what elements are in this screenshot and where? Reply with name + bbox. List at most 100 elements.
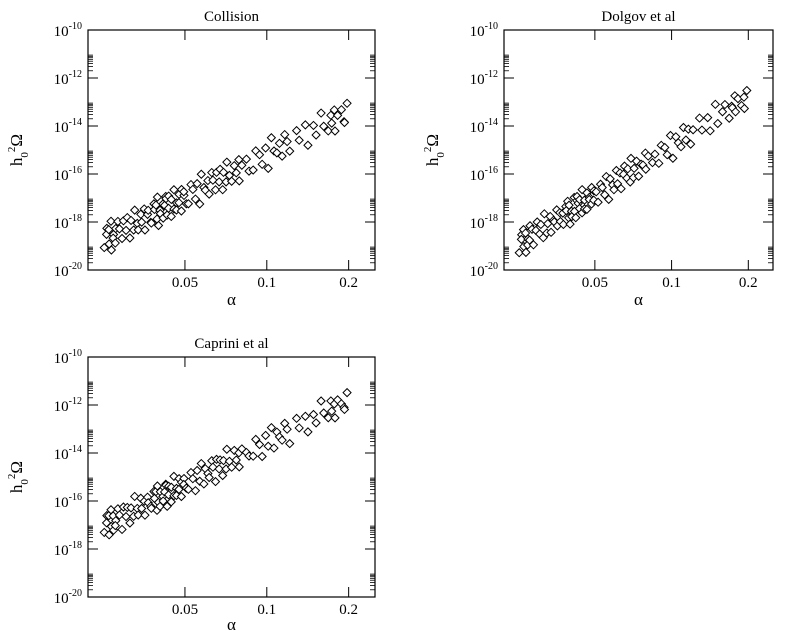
data-point	[546, 227, 556, 238]
data-point	[166, 211, 176, 222]
y-axis-label-sub: 0	[435, 152, 447, 158]
data-point	[158, 496, 168, 506]
data-point	[166, 497, 176, 507]
y-tick-exponent: -18	[69, 540, 82, 551]
x-tick-label: 0.1	[257, 602, 276, 618]
data-point	[319, 408, 329, 418]
data-point	[146, 218, 157, 228]
chart-title: Collision	[204, 9, 260, 25]
y-axis-label-base: h	[7, 484, 26, 493]
y-tick-label: 10-14	[54, 444, 82, 463]
y-axis-label: h02Ω	[422, 134, 447, 166]
data-point	[195, 476, 205, 486]
data-point	[214, 464, 224, 474]
data-point	[303, 140, 313, 150]
data-point	[142, 209, 153, 220]
y-tick-exponent: -10	[69, 21, 82, 32]
y-tick-base: 10	[54, 495, 69, 511]
data-point	[190, 194, 201, 204]
data-point	[717, 107, 728, 117]
data-point	[125, 518, 135, 528]
y-tick-label: 10-16	[54, 165, 82, 184]
data-point	[528, 240, 539, 250]
data-point	[633, 171, 644, 181]
data-point	[129, 205, 140, 215]
data-point	[269, 443, 279, 453]
y-axis-label-base: h	[423, 157, 442, 166]
y-tick-base: 10	[470, 120, 485, 136]
data-point	[730, 107, 741, 117]
data-point	[110, 520, 120, 531]
data-point	[106, 245, 117, 255]
data-point	[126, 215, 136, 226]
data-point	[204, 472, 214, 483]
data-point	[106, 216, 116, 226]
y-tick-label: 10-10	[54, 21, 82, 40]
y-tick-exponent: -14	[69, 444, 82, 455]
y-tick-base: 10	[470, 168, 485, 184]
y-tick-exponent: -16	[69, 492, 82, 503]
data-point	[514, 248, 524, 258]
y-tick-exponent: -12	[69, 396, 82, 407]
data-point	[234, 462, 244, 472]
y-tick-base: 10	[54, 264, 69, 280]
data-point	[218, 167, 229, 178]
data-point	[705, 126, 715, 136]
data-point	[676, 142, 686, 152]
data-point	[713, 118, 723, 129]
data-point	[218, 455, 229, 466]
data-point	[539, 209, 550, 219]
data-point	[136, 217, 147, 227]
data-point	[342, 98, 352, 108]
y-tick-label: 10-14	[470, 117, 498, 136]
y-tick-base: 10	[54, 168, 69, 184]
data-point	[742, 85, 752, 96]
data-point	[604, 194, 614, 205]
data-point	[210, 185, 221, 195]
data-point	[210, 476, 221, 487]
plot-frame	[87, 356, 376, 598]
data-point	[720, 99, 730, 110]
data-point	[332, 110, 343, 121]
data-point	[241, 154, 252, 164]
data-point	[660, 142, 670, 153]
data-point	[214, 177, 224, 187]
data-point	[291, 125, 302, 136]
y-tick-base: 10	[54, 591, 69, 607]
x-tick-label: 0.05	[172, 602, 198, 618]
data-point	[237, 160, 247, 170]
data-point	[681, 135, 691, 145]
data-point	[703, 112, 713, 123]
y-tick-label: 10-10	[54, 348, 82, 367]
data-point	[591, 187, 601, 197]
data-point	[234, 176, 244, 186]
data-point	[169, 185, 179, 195]
data-point	[285, 146, 295, 156]
data-point	[110, 238, 120, 248]
chart-title: Caprini et al	[194, 336, 268, 352]
data-point	[291, 413, 302, 424]
plot-frame	[503, 29, 774, 271]
data-point	[339, 117, 350, 128]
data-point	[282, 136, 292, 147]
data-point	[739, 103, 750, 114]
data-point	[126, 503, 136, 513]
y-axis-label-sub: 0	[19, 479, 31, 485]
y-axis-label: h02Ω	[6, 461, 31, 493]
data-point	[694, 113, 705, 123]
y-tick-exponent: -12	[69, 69, 82, 80]
data-point	[229, 160, 239, 171]
data-point	[516, 234, 527, 245]
data-point	[300, 120, 311, 130]
y-tick-base: 10	[470, 216, 485, 232]
data-point	[176, 491, 187, 502]
chart-title: Dolgov et al	[601, 9, 675, 25]
y-tick-exponent: -14	[69, 117, 82, 128]
data-point	[208, 462, 218, 472]
data-point	[260, 430, 271, 441]
plot-panel-dolgov: Dolgov et al10-2010-1810-1610-1410-1210-…	[422, 9, 774, 309]
data-point	[176, 206, 187, 216]
data-point	[140, 510, 150, 520]
data-point	[274, 138, 285, 149]
y-tick-label: 10-16	[54, 492, 82, 511]
